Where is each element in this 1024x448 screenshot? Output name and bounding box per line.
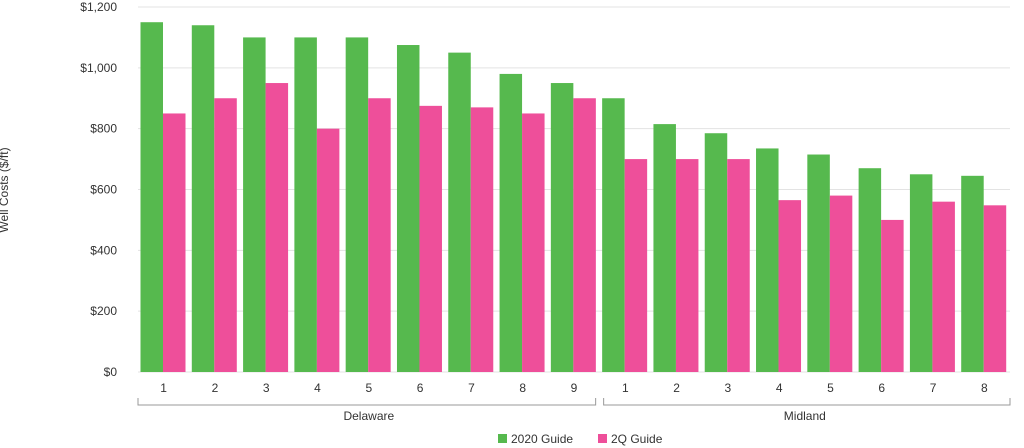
x-axis-ticks: 1 2 3 4 5 6 7 8 9 1 2 3 4 5 6 7 8 xyxy=(160,381,988,395)
bar-2020-guide xyxy=(704,133,728,372)
bar-2020-guide xyxy=(294,37,317,373)
bars xyxy=(140,22,1007,373)
bar-2020-guide xyxy=(448,52,471,372)
y-axis-label: Well Costs ($/ft) xyxy=(0,147,11,232)
x-tick-label: 5 xyxy=(827,381,834,395)
bar-2q-guide xyxy=(624,159,648,372)
bar-2q-guide xyxy=(214,98,237,372)
x-tick-label: 6 xyxy=(417,381,424,395)
x-tick-label: 2 xyxy=(673,381,680,395)
x-tick-label: 3 xyxy=(263,381,270,395)
bar-2q-guide xyxy=(265,83,289,373)
y-tick-label: $1,000 xyxy=(80,61,117,75)
x-tick-label: 5 xyxy=(365,381,372,395)
group-label: Midland xyxy=(784,409,826,423)
bar-2q-guide xyxy=(727,159,750,372)
legend-swatch xyxy=(498,434,507,443)
bar-2q-guide xyxy=(778,200,802,372)
bar-2020-guide xyxy=(345,37,369,373)
x-tick-label: 4 xyxy=(776,381,783,395)
x-tick-label: 6 xyxy=(878,381,885,395)
x-tick-label: 1 xyxy=(160,381,167,395)
bar-2q-guide xyxy=(829,195,853,372)
bar-2q-guide xyxy=(881,219,904,372)
bar-2020-guide xyxy=(396,45,420,372)
legend-swatch xyxy=(598,434,607,443)
bar-2q-guide xyxy=(368,98,391,372)
legend-label: 2Q Guide xyxy=(611,432,663,446)
x-tick-label: 8 xyxy=(981,381,988,395)
bar-2020-guide xyxy=(499,73,523,373)
x-tick-label: 4 xyxy=(314,381,321,395)
y-tick-label: $200 xyxy=(90,304,117,318)
bar-2020-guide xyxy=(191,25,215,372)
bar-2q-guide xyxy=(522,113,545,372)
bar-2q-guide xyxy=(163,113,186,372)
x-tick-label: 8 xyxy=(519,381,526,395)
bar-2020-guide xyxy=(858,168,882,372)
y-tick-label: $1,200 xyxy=(80,0,117,14)
y-tick-label: $600 xyxy=(90,183,117,197)
group-brackets: Delaware Midland xyxy=(137,398,1011,423)
bar-2q-guide xyxy=(316,128,340,372)
bar-2q-guide xyxy=(983,205,1007,372)
bar-2q-guide xyxy=(932,201,955,372)
bar-2q-guide xyxy=(419,105,442,373)
bar-2020-guide xyxy=(909,174,933,372)
bar-2q-guide xyxy=(675,159,699,372)
bar-2q-guide xyxy=(470,107,494,372)
x-tick-label: 7 xyxy=(468,381,475,395)
x-tick-label: 2 xyxy=(212,381,219,395)
legend: 2020 Guide 2Q Guide xyxy=(498,432,663,446)
bar-2020-guide xyxy=(140,22,163,372)
bar-2020-guide xyxy=(243,37,266,373)
x-tick-label: 3 xyxy=(725,381,732,395)
x-tick-label: 7 xyxy=(930,381,937,395)
y-axis-ticks: $0 $200 $400 $600 $800 $1,000 $1,200 xyxy=(80,0,117,379)
bar-2020-guide xyxy=(756,148,779,372)
legend-label: 2020 Guide xyxy=(511,432,573,446)
x-tick-label: 1 xyxy=(622,381,629,395)
bar-2020-guide xyxy=(961,175,984,372)
y-tick-label: $800 xyxy=(90,122,117,136)
bar-2q-guide xyxy=(573,98,596,372)
bar-2020-guide xyxy=(602,98,625,372)
group-label: Delaware xyxy=(343,409,394,423)
y-tick-label: $0 xyxy=(104,365,118,379)
bar-2020-guide xyxy=(550,83,574,373)
group-bracket xyxy=(137,398,597,406)
x-tick-label: 9 xyxy=(571,381,578,395)
y-tick-label: $400 xyxy=(90,243,117,257)
bar-2020-guide xyxy=(807,154,830,372)
bar-2020-guide xyxy=(653,124,676,373)
group-bracket xyxy=(603,398,1011,406)
